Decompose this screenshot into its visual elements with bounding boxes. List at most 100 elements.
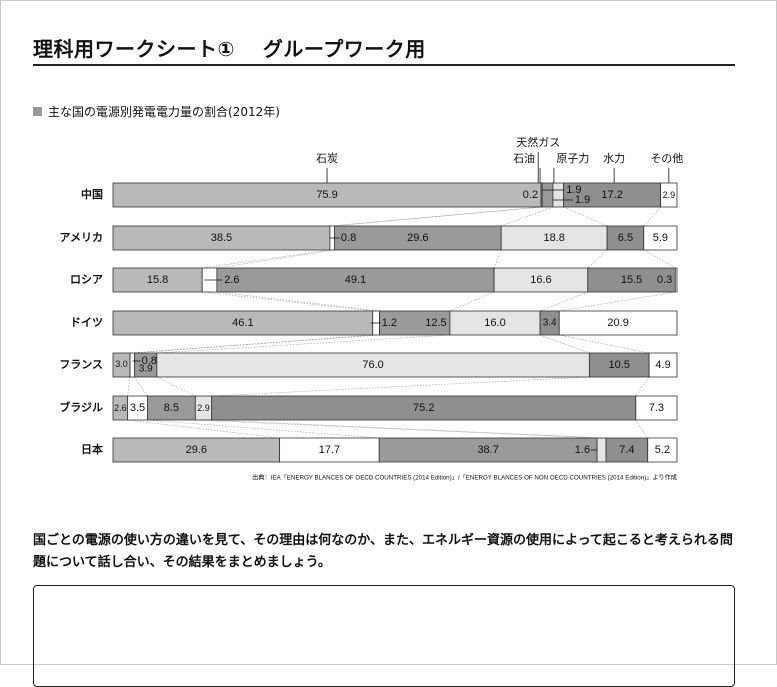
value-label: 38.5: [211, 232, 232, 244]
connector-line: [134, 334, 380, 354]
bar-segment: [643, 225, 678, 251]
value-label: 3.0: [115, 359, 128, 369]
connector-line: [449, 291, 495, 312]
connector-line: [195, 419, 598, 439]
bar-segment: [588, 352, 650, 378]
value-label: 76.0: [362, 359, 383, 371]
bar-segment: [493, 267, 589, 293]
value-label: 7.4: [619, 444, 634, 456]
country-label: アメリカ: [60, 231, 103, 244]
connector-line: [127, 376, 131, 397]
value-label: 38.7: [477, 444, 498, 456]
connector-line: [559, 291, 676, 312]
value-label: 3.4: [543, 318, 557, 329]
bar-segment: [647, 437, 678, 463]
bar-segment: [147, 395, 196, 421]
bar-segment: [674, 267, 678, 293]
chart-heading-text: 主な国の電源別発電電力量の割合(2012年): [48, 105, 280, 119]
bar-segment: [129, 352, 136, 378]
connector-line: [202, 249, 330, 269]
title-rule: [33, 64, 735, 66]
value-label: 1.2: [382, 317, 397, 329]
country-label: ドイツ: [70, 316, 103, 329]
connector-line: [493, 249, 502, 269]
value-label: 0.3: [657, 274, 672, 286]
series-label: 天然ガス: [516, 135, 560, 149]
country-label: フランス: [59, 358, 103, 371]
value-label: 5.2: [655, 444, 670, 456]
value-label: 3.9: [139, 364, 153, 375]
value-label: 2.6: [114, 403, 127, 413]
country-label: ブラジル: [59, 400, 103, 414]
connector-line: [539, 334, 590, 354]
value-label: 10.5: [609, 359, 630, 371]
connector-line: [635, 419, 648, 439]
value-label: 15.5: [621, 274, 642, 286]
series-label: 石炭: [316, 152, 338, 165]
connector-line: [559, 334, 650, 354]
country-label: 日本: [81, 442, 103, 456]
connector-line: [563, 206, 608, 227]
discussion-question: 国ごとの電源の使い方の違いを見て、その理由は何なのか、また、エネルギー資源の使用…: [33, 533, 733, 570]
country-label: ロシア: [70, 273, 103, 286]
bar-segment: [211, 395, 637, 421]
bar-segment: [156, 352, 590, 378]
value-label: 2.6: [224, 274, 239, 286]
bar-segment: [112, 267, 203, 293]
value-label: 20.9: [607, 317, 628, 329]
connector-line: [127, 419, 280, 439]
value-label: 49.1: [345, 274, 366, 286]
source-note: 出典：IEA「ENERGY BLANCES OF OECD COUNTRIES …: [252, 474, 677, 482]
connector-line: [211, 376, 590, 397]
bar-segment: [378, 437, 598, 463]
bar-segment: [449, 310, 541, 336]
bar-segment: [541, 182, 554, 208]
connector-line: [643, 206, 661, 227]
connector-line: [156, 334, 450, 354]
connector-line: [202, 291, 373, 312]
connector-line: [216, 291, 380, 312]
chart-heading: 主な国の電源別発電電力量の割合(2012年): [33, 103, 280, 120]
value-label: 17.2: [601, 189, 622, 201]
value-label: 18.8: [543, 232, 564, 244]
value-label: 75.9: [316, 189, 337, 201]
bar-segment: [596, 437, 607, 463]
connector-line: [643, 249, 676, 269]
value-label: 8.5: [164, 402, 179, 414]
bar-segment: [587, 267, 676, 293]
connector-line: [211, 419, 607, 439]
value-label: 29.6: [407, 232, 428, 244]
bar-segment: [112, 182, 542, 208]
connector-line: [329, 206, 542, 227]
bar-segment: [216, 267, 495, 293]
value-label: 2.9: [663, 190, 676, 200]
connector-line: [156, 376, 196, 397]
bar-segment: [379, 310, 451, 336]
value-label: 46.1: [232, 317, 253, 329]
value-label: 0.8: [142, 355, 157, 367]
bar-segment: [279, 437, 380, 463]
value-label: 75.2: [413, 402, 434, 414]
answer-box[interactable]: [33, 585, 735, 687]
value-label: 7.3: [649, 402, 664, 414]
series-label: 石油: [513, 151, 535, 165]
value-label: 4.9: [655, 359, 670, 371]
value-label: 16.6: [530, 274, 551, 286]
bar-segment: [635, 395, 678, 421]
bar-segment: [112, 225, 331, 251]
series-label: 原子力: [556, 152, 589, 165]
bar-segment: [648, 352, 678, 378]
connector-line: [130, 334, 373, 354]
connector-line: [216, 249, 335, 269]
value-label: 6.5: [618, 232, 633, 244]
connector-line: [147, 419, 380, 439]
page-title: 理科用ワークシート① グループワーク用: [33, 37, 426, 61]
connector-line: [635, 376, 650, 397]
connector-line: [134, 376, 148, 397]
value-label: 17.7: [319, 444, 340, 456]
value-label: 15.8: [147, 274, 168, 286]
value-label: 0.8: [341, 232, 356, 244]
value-label: 3.5: [130, 402, 145, 414]
value-label: 1.9: [575, 194, 590, 206]
